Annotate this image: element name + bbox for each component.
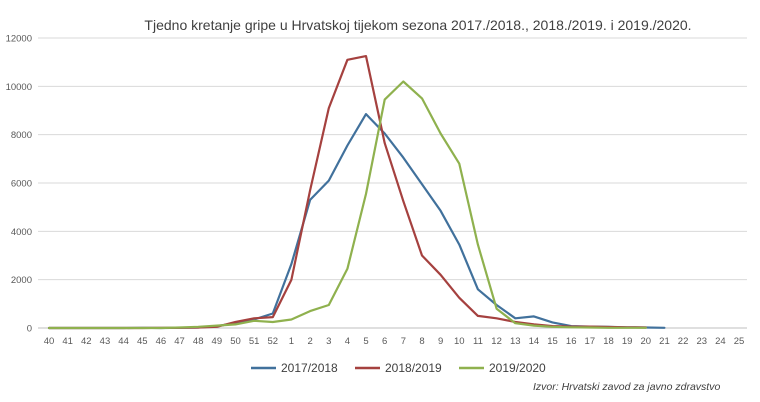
- x-tick-label: 10: [454, 336, 465, 347]
- x-tick-label: 17: [585, 336, 596, 347]
- x-tick-label: 24: [715, 336, 726, 347]
- series-line-2019-2020: [47, 80, 647, 330]
- series-line-2017-2018: [47, 113, 666, 330]
- x-tick-label: 1: [289, 336, 294, 347]
- y-tick-label: 10000: [6, 82, 32, 93]
- x-tick-label: 22: [678, 336, 689, 347]
- x-tick-label: 3: [326, 336, 331, 347]
- x-tick-label: 5: [363, 336, 368, 347]
- x-tick-label: 44: [118, 336, 129, 347]
- x-tick-label: 8: [419, 336, 424, 347]
- x-tick-label: 52: [268, 336, 279, 347]
- x-tick-label: 15: [547, 336, 558, 347]
- y-tick-label: 0: [27, 324, 32, 335]
- x-tick-label: 51: [249, 336, 260, 347]
- x-tick-label: 23: [696, 336, 707, 347]
- x-tick-label: 14: [529, 336, 540, 347]
- gridlines: [38, 37, 747, 329]
- x-tick-label: 48: [193, 336, 204, 347]
- x-tick-label: 6: [382, 336, 387, 347]
- x-tick-label: 16: [566, 336, 577, 347]
- y-tick-label: 2000: [11, 275, 32, 286]
- legend-label: 2019/2020: [489, 361, 546, 375]
- x-tick-label: 46: [156, 336, 167, 347]
- legend: 2017/2018 2018/2019 2019/2020: [251, 361, 546, 375]
- series-lines: [47, 55, 666, 330]
- x-tick-label: 43: [100, 336, 111, 347]
- y-tick-label: 6000: [11, 179, 32, 190]
- x-tick-label: 45: [137, 336, 148, 347]
- x-tick-label: 2: [307, 336, 312, 347]
- y-tick-label: 12000: [6, 34, 32, 45]
- x-tick-label: 9: [438, 336, 443, 347]
- series-line-2018-2019: [47, 55, 647, 330]
- x-tick-label: 7: [401, 336, 406, 347]
- x-tick-label: 21: [659, 336, 670, 347]
- x-axis-tick-labels: 40 41 42 43 44 45 46 47 48 49 50 51 52 1 2 3 4 5 6 7 8 9 10 11 1…: [44, 336, 745, 347]
- x-tick-label: 49: [212, 336, 223, 347]
- x-tick-label: 47: [174, 336, 185, 347]
- x-tick-label: 12: [491, 336, 502, 347]
- legend-label: 2017/2018: [281, 361, 338, 375]
- x-tick-label: 41: [62, 336, 73, 347]
- x-tick-label: 50: [230, 336, 241, 347]
- x-tick-label: 19: [622, 336, 633, 347]
- x-tick-label: 11: [473, 336, 483, 347]
- y-axis-tick-labels: 0 2000 4000 6000 8000 10000 12000: [6, 34, 32, 335]
- source-note: Izvor: Hrvatski zavod za javno zdravstvo: [533, 381, 720, 393]
- x-tick-label: 4: [345, 336, 350, 347]
- legend-label: 2018/2019: [385, 361, 442, 375]
- y-tick-label: 4000: [11, 227, 32, 238]
- chart-title: Tjedno kretanje gripe u Hrvatskoj tijeko…: [144, 17, 691, 33]
- x-tick-label: 18: [603, 336, 614, 347]
- x-tick-label: 13: [510, 336, 521, 347]
- x-tick-label: 40: [44, 336, 55, 347]
- y-tick-label: 8000: [11, 130, 32, 141]
- x-tick-label: 20: [641, 336, 652, 347]
- x-tick-label: 42: [81, 336, 92, 347]
- x-tick-label: 25: [734, 336, 745, 347]
